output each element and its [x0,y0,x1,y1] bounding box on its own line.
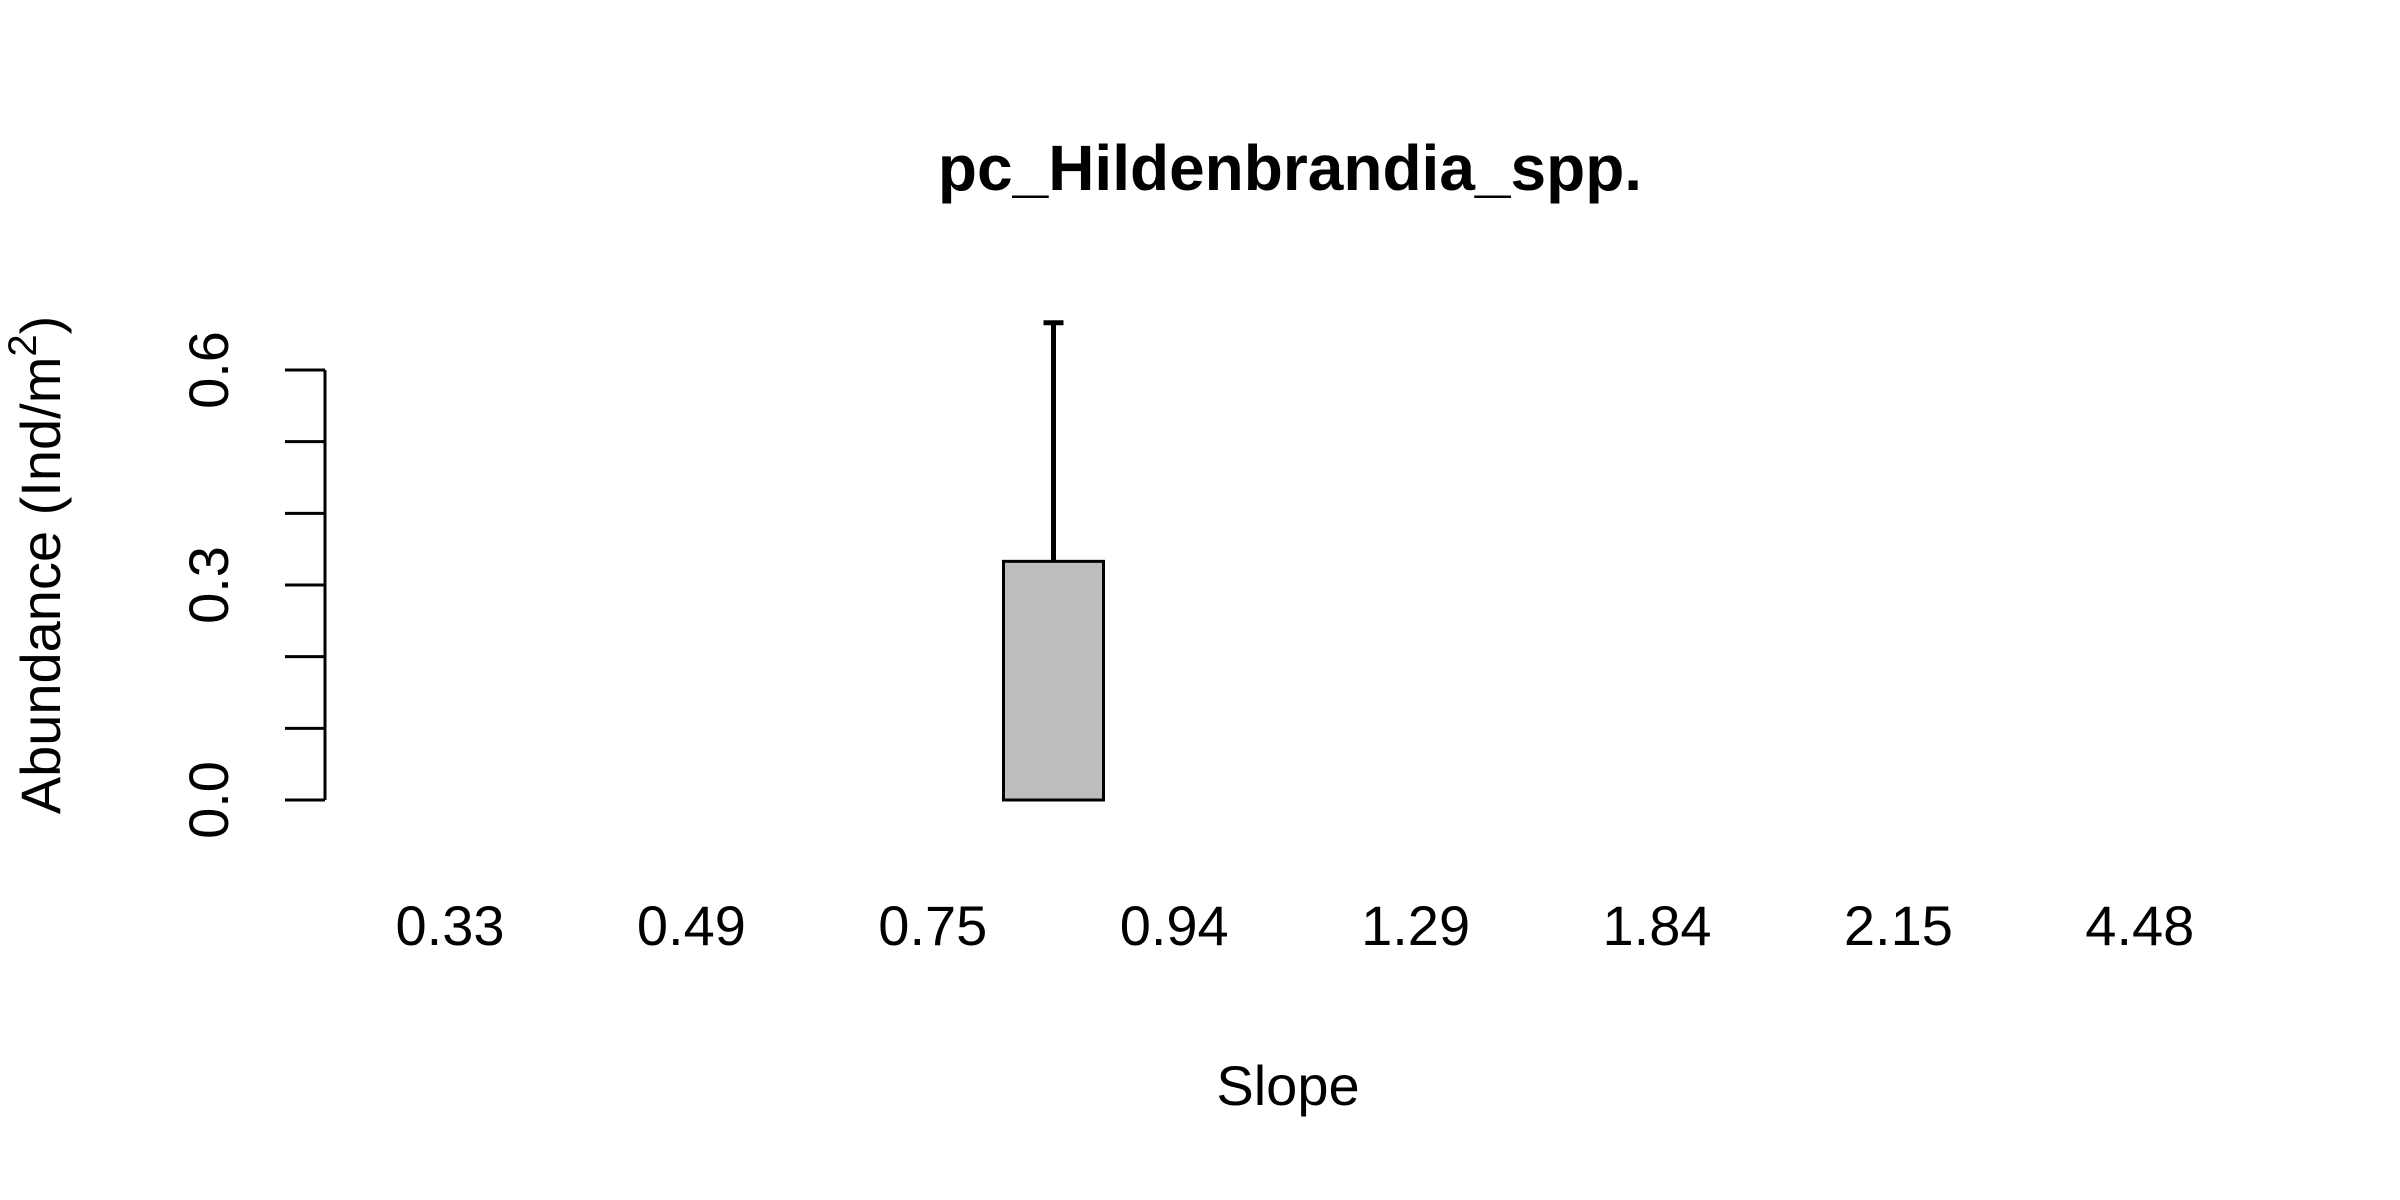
x-tick-label: 1.84 [1603,894,1712,957]
x-tick-label: 0.33 [396,894,505,957]
y-tick-label: 0.3 [177,546,240,624]
x-tick-label: 2.15 [1844,894,1953,957]
y-axis: 0.0 0.3 0.6 [177,331,327,839]
x-tick-label: 4.48 [2085,894,2194,957]
y-tick-label: 0.6 [177,331,240,409]
y-tick-label: 0.0 [177,761,240,839]
x-tick-labels: 0.33 0.49 0.75 0.94 1.29 1.84 2.15 4.48 [396,894,2195,957]
x-tick-label: 0.75 [878,894,987,957]
bar [1002,559,1105,802]
y-axis-label-main: Abundance (Ind/m [9,357,72,815]
y-ticks: 0.0 0.3 0.6 [177,331,325,839]
x-tick-label: 0.94 [1120,894,1229,957]
error-bars [1043,320,1064,562]
y-axis-label-suffix: ) [9,316,72,335]
x-tick-label: 0.49 [637,894,746,957]
bars [1002,559,1105,802]
y-axis-label-superscript: 2 [1,334,45,356]
x-axis-label: Slope [1216,1054,1359,1117]
chart-title: pc_Hildenbrandia_spp. [938,132,1642,204]
y-axis-label: Abundance (Ind/m2) [1,316,72,815]
x-tick-label: 1.29 [1361,894,1470,957]
